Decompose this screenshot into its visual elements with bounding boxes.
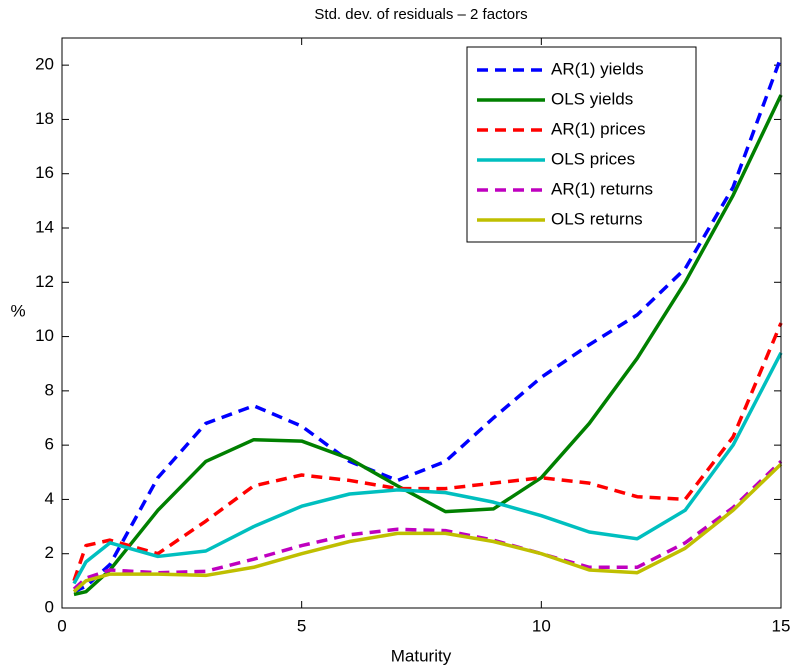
legend-label: OLS prices: [551, 149, 635, 168]
legend-label: OLS yields: [551, 89, 633, 108]
y-tick-label: 16: [35, 163, 54, 182]
data-line: [73, 94, 783, 597]
y-tick-label: 6: [45, 435, 54, 454]
legend-label: AR(1) returns: [551, 179, 653, 198]
legend-label: AR(1) yields: [551, 59, 644, 78]
y-tick-label: 18: [35, 109, 54, 128]
data-line: [72, 352, 783, 585]
x-tick-label: 10: [532, 616, 551, 635]
y-axis-label: %: [10, 301, 25, 320]
legend-label: AR(1) prices: [551, 119, 645, 138]
x-tick-label: 15: [772, 616, 791, 635]
y-tick-label: 12: [35, 272, 54, 291]
y-tick-label: 0: [45, 597, 54, 616]
x-tick-label: 5: [297, 616, 306, 635]
y-tick-label: 20: [35, 55, 54, 74]
y-tick-label: 10: [35, 326, 54, 345]
y-tick-label: 8: [45, 380, 54, 399]
data-line: [72, 322, 783, 582]
legend-box: [466, 46, 697, 243]
legend-label: OLS returns: [551, 209, 643, 228]
x-axis-label: Maturity: [391, 646, 452, 665]
x-tick-label: 0: [57, 616, 66, 635]
data-line: [72, 462, 783, 594]
chart-title: Std. dev. of residuals – 2 factors: [314, 6, 527, 23]
y-tick-label: 2: [45, 543, 54, 562]
plot-frame: [61, 37, 782, 609]
y-tick-label: 4: [45, 489, 54, 508]
data-line: [73, 56, 783, 594]
data-line: [72, 460, 783, 591]
y-tick-label: 14: [35, 217, 54, 236]
